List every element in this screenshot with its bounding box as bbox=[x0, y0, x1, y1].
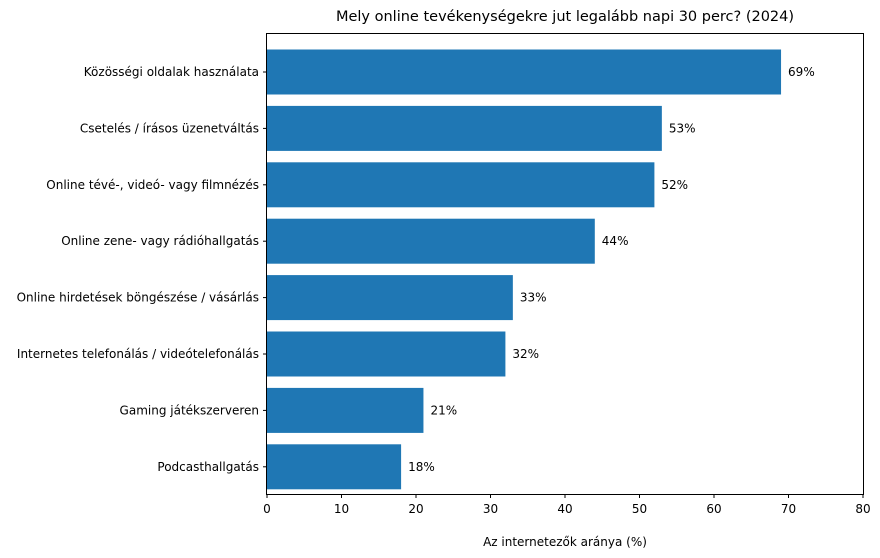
bar bbox=[267, 218, 595, 264]
data-label: 33% bbox=[520, 291, 547, 305]
category-label: Csetelés / írásos üzenetváltás bbox=[80, 121, 259, 135]
x-tick-label: 60 bbox=[706, 502, 721, 516]
data-label: 53% bbox=[669, 121, 696, 135]
x-axis: 0 10 20 30 40 50 60 70 80 bbox=[263, 494, 871, 516]
category-label: Online tévé-, videó- vagy filmnézés bbox=[46, 178, 259, 192]
x-tick-label: 0 bbox=[263, 502, 271, 516]
bar bbox=[267, 162, 655, 208]
x-tick-label: 40 bbox=[557, 502, 572, 516]
category-label: Online zene- vagy rádióhallgatás bbox=[61, 234, 259, 248]
category-label: Internetes telefonálás / videótelefonálá… bbox=[17, 347, 259, 361]
data-label: 18% bbox=[408, 460, 435, 474]
bars-layer bbox=[267, 49, 782, 490]
category-label: Podcasthallgatás bbox=[157, 460, 259, 474]
data-label: 44% bbox=[602, 234, 629, 248]
category-label: Közösségi oldalak használata bbox=[84, 65, 259, 79]
data-label: 52% bbox=[661, 178, 688, 192]
bar bbox=[267, 105, 662, 151]
data-label: 32% bbox=[512, 347, 539, 361]
x-axis-label: Az internetezők aránya (%) bbox=[483, 535, 647, 549]
bar bbox=[267, 49, 782, 95]
category-label: Online hirdetések böngészése / vásárlás bbox=[17, 291, 259, 305]
data-label: 21% bbox=[430, 403, 457, 417]
bar bbox=[267, 387, 424, 433]
data-label: 69% bbox=[788, 65, 815, 79]
bar bbox=[267, 331, 506, 377]
category-label: Gaming játékszerveren bbox=[120, 403, 259, 417]
bar bbox=[267, 444, 402, 490]
x-tick-label: 20 bbox=[408, 502, 423, 516]
bar bbox=[267, 275, 513, 321]
labels-layer: Közösségi oldalak használata 69% Csetelés … bbox=[17, 65, 815, 474]
chart-title: Mely online tevékenységekre jut legalább… bbox=[336, 9, 794, 25]
x-tick-label: 50 bbox=[632, 502, 647, 516]
x-tick-label: 10 bbox=[334, 502, 349, 516]
x-tick-label: 30 bbox=[483, 502, 498, 516]
x-tick-label: 80 bbox=[855, 502, 870, 516]
x-tick-label: 70 bbox=[781, 502, 796, 516]
